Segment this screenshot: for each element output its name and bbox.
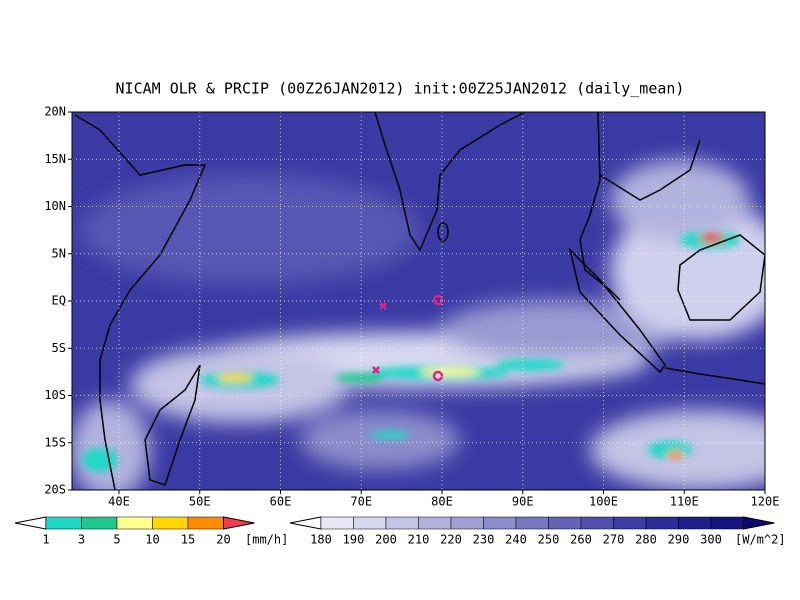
legend-box xyxy=(710,516,744,530)
title: NICAM OLR & PRCIP (00Z26JAN2012) init:00… xyxy=(116,80,685,98)
legend-label: 260 xyxy=(570,533,592,547)
lat-label: 20S xyxy=(44,483,66,497)
legend-box xyxy=(81,516,118,530)
map-image xyxy=(72,112,765,490)
lat-label: 5S xyxy=(52,341,66,355)
legend-label: 190 xyxy=(343,533,365,547)
legend-label: 20 xyxy=(216,533,230,547)
legend-label: 230 xyxy=(473,533,495,547)
legend-unit: [mm/h] xyxy=(245,533,288,547)
lon-label: 90E xyxy=(512,495,534,509)
legend-label: 280 xyxy=(635,533,657,547)
legend-label: 250 xyxy=(538,533,560,547)
lon-label: 120E xyxy=(751,495,780,509)
lat-label: 5N xyxy=(52,246,66,260)
legend-label: 3 xyxy=(78,533,85,547)
legend-box xyxy=(353,516,387,530)
lon-label: 80E xyxy=(431,495,453,509)
legend-label: 300 xyxy=(700,533,722,547)
legend-box xyxy=(187,516,224,530)
lat-label: 10S xyxy=(44,388,66,402)
legend-box xyxy=(678,516,712,530)
legend-label: 15 xyxy=(181,533,195,547)
legend-box xyxy=(483,516,517,530)
legend-label: 290 xyxy=(668,533,690,547)
legend-arrow xyxy=(223,516,255,530)
lon-label: 110E xyxy=(670,495,699,509)
legend-label: 210 xyxy=(408,533,430,547)
legend-label: 240 xyxy=(505,533,527,547)
legend-label: 180 xyxy=(310,533,332,547)
lat-label: EQ xyxy=(52,294,66,308)
legend-box xyxy=(45,516,82,530)
legend-arrow xyxy=(743,516,775,530)
legend-box xyxy=(450,516,484,530)
legend-box xyxy=(580,516,614,530)
lat-label: 10N xyxy=(44,199,66,213)
lon-label: 70E xyxy=(350,495,372,509)
legend-unit: [W/m^2] xyxy=(735,533,786,547)
lon-label: 100E xyxy=(589,495,618,509)
lat-label: 15S xyxy=(44,435,66,449)
legend-box xyxy=(515,516,549,530)
lon-label: 60E xyxy=(270,495,292,509)
lon-label: 40E xyxy=(108,495,130,509)
legend-label: 5 xyxy=(113,533,120,547)
legend-label: 270 xyxy=(603,533,625,547)
lon-label: 50E xyxy=(189,495,211,509)
legend-box xyxy=(116,516,153,530)
lat-label: 15N xyxy=(44,152,66,166)
legend-box xyxy=(418,516,452,530)
legend-box xyxy=(548,516,582,530)
legend-label: 10 xyxy=(145,533,159,547)
legend-label: 1 xyxy=(42,533,49,547)
legend-label: 220 xyxy=(440,533,462,547)
legend-box xyxy=(320,516,354,530)
lat-label: 20N xyxy=(44,105,66,119)
legend-box xyxy=(645,516,679,530)
legend-label: 200 xyxy=(375,533,397,547)
legend-arrow xyxy=(14,516,47,530)
legend-box xyxy=(152,516,189,530)
legend-arrow xyxy=(289,516,322,530)
legend-box xyxy=(613,516,647,530)
legend-box xyxy=(385,516,419,530)
